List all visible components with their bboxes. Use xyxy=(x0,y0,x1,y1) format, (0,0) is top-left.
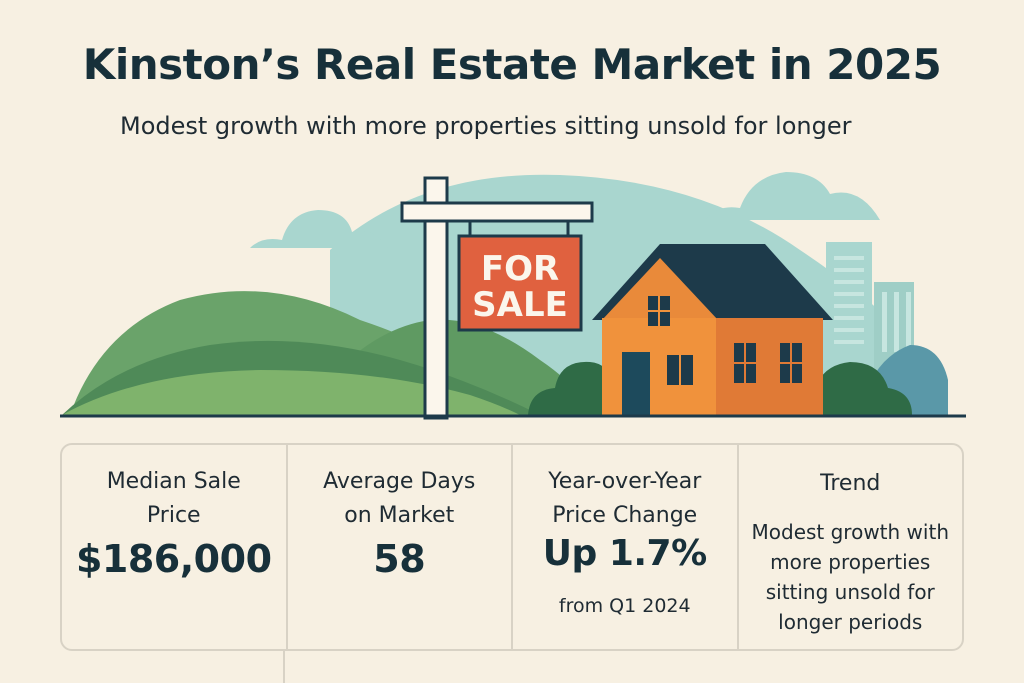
sign-line-2: SALE xyxy=(472,285,568,325)
sign-post xyxy=(423,176,449,420)
page-title: Kinston’s Real Estate Market in 2025 xyxy=(82,40,942,89)
house-gable xyxy=(602,258,718,320)
stats-panel: Median Sale Price $186,000 Average Days … xyxy=(60,443,964,651)
page-subtitle: Modest growth with more properties sitti… xyxy=(120,112,852,140)
stat-yoy-price-change: Year-over-Year Price Change Up 1.7% from… xyxy=(511,445,737,649)
bush-left xyxy=(528,361,612,415)
sign-arm xyxy=(400,201,594,223)
house-door xyxy=(622,352,650,415)
house-left-wall xyxy=(602,318,718,415)
cloud-left xyxy=(250,210,388,248)
stat-value: $186,000 xyxy=(75,537,272,581)
stat-label: Year-over-Year Price Change xyxy=(548,469,702,528)
stat-label: Average Days on Market xyxy=(323,469,476,528)
stat-trend: Trend Modest growth with more properties… xyxy=(736,445,963,649)
stat-average-days-on-market: Average Days on Market 58 xyxy=(285,445,512,649)
sign-line-1: FOR xyxy=(481,249,559,289)
cloud-right xyxy=(705,172,880,220)
house xyxy=(592,244,833,415)
trend-description: Modest growth with more properties sitti… xyxy=(751,520,950,634)
for-sale-sign xyxy=(457,234,583,332)
stat-label: Trend xyxy=(820,471,881,496)
hill-foreground xyxy=(62,370,520,415)
stat-label: Median Sale Price xyxy=(106,469,241,528)
stat-subtext: from Q1 2024 xyxy=(558,595,691,617)
house-right-wall xyxy=(716,318,823,415)
divider-line xyxy=(283,651,285,683)
stat-value: Up 1.7% xyxy=(542,533,707,574)
stat-median-sale-price: Median Sale Price $186,000 xyxy=(62,445,286,649)
stat-value: 58 xyxy=(373,537,426,581)
